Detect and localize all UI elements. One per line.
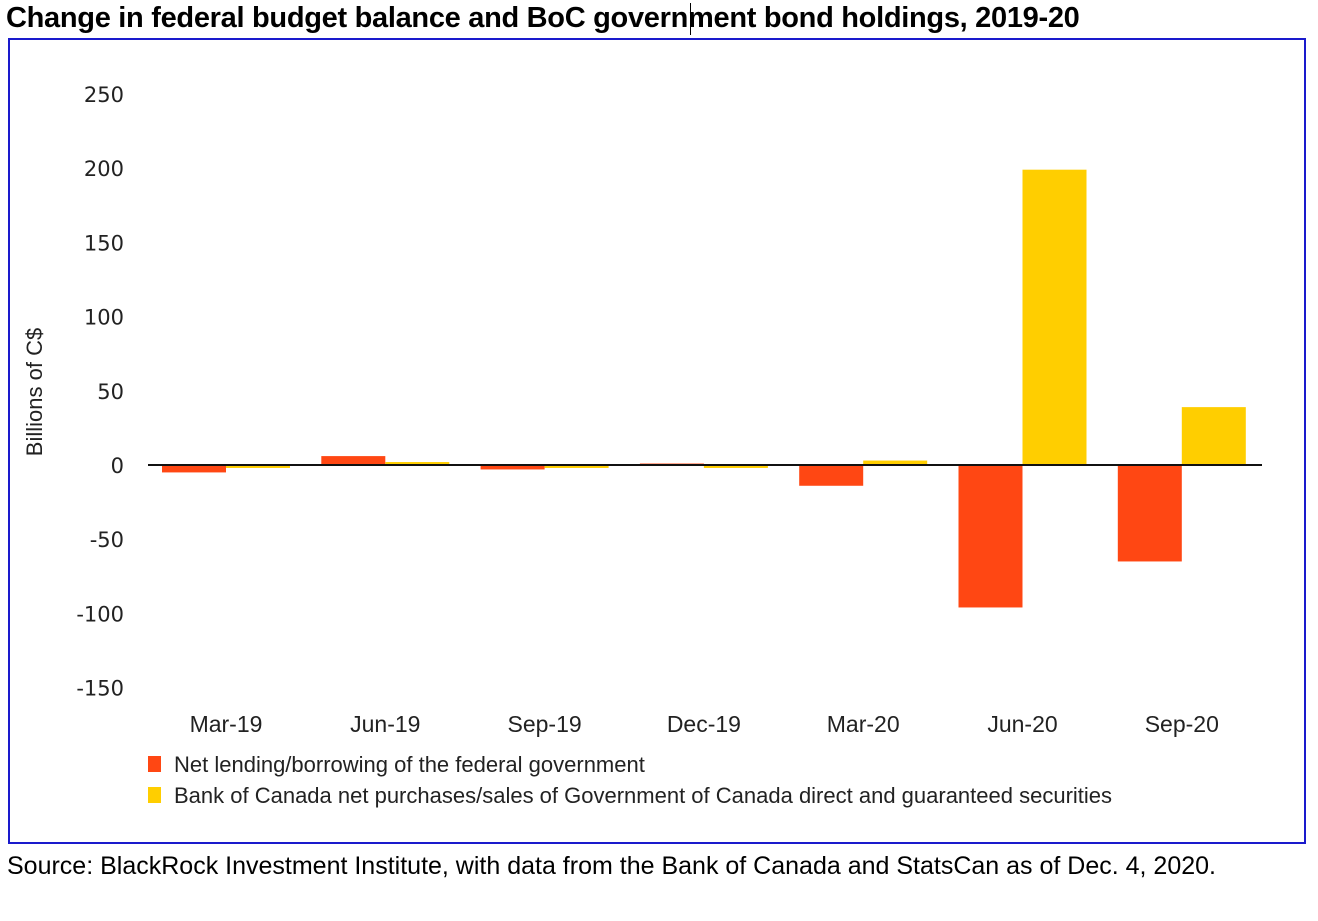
y-tick-label: -100 xyxy=(76,602,124,626)
x-tick-label: Sep-20 xyxy=(1145,711,1219,737)
y-tick-label: 250 xyxy=(84,83,124,107)
y-tick-label: 100 xyxy=(84,306,124,330)
bar-net-lending-mar-19 xyxy=(162,465,226,473)
y-tick-label: 50 xyxy=(97,380,124,404)
chart-frame xyxy=(8,38,1306,844)
bar-boc-purchases-jun-19 xyxy=(385,462,450,465)
legend-swatch xyxy=(148,787,161,803)
y-tick-label: 150 xyxy=(84,231,124,255)
bar-boc-purchases-sep-20 xyxy=(1181,407,1246,465)
x-tick-label: Sep-19 xyxy=(508,711,582,737)
bar-boc-purchases-sep-19 xyxy=(544,465,609,468)
x-tick-label: Jun-19 xyxy=(350,711,420,737)
legend-label: Net lending/borrowing of the federal gov… xyxy=(174,752,645,777)
bar-net-lending-sep-19 xyxy=(480,465,545,470)
y-tick-label: -150 xyxy=(76,677,124,701)
bar-boc-purchases-mar-19 xyxy=(226,465,290,468)
bar-net-lending-sep-20 xyxy=(1117,465,1182,562)
legend-swatch xyxy=(148,756,161,772)
text-cursor xyxy=(690,3,691,35)
source-note: Source: BlackRock Investment Institute, … xyxy=(7,852,1216,880)
chart-title: Change in federal budget balance and BoC… xyxy=(6,2,1080,34)
bar-net-lending-mar-20 xyxy=(799,465,864,486)
bar-net-lending-jun-19 xyxy=(321,456,386,465)
x-axis-ticks: Mar-19 Jun-19 Sep-19 Dec-19 Mar-20 Jun-20 Sep-… xyxy=(190,711,1219,737)
bar-boc-purchases-jun-20 xyxy=(1022,169,1087,465)
bar-net-lending-jun-20 xyxy=(958,465,1023,608)
x-tick-label: Dec-19 xyxy=(667,711,741,737)
y-tick-label: -50 xyxy=(90,528,124,552)
y-tick-label: 200 xyxy=(84,157,124,181)
y-tick-label: 0 xyxy=(111,454,124,478)
y-axis-ticks: 250 200 150 100 50 0 -50 -100 -150 xyxy=(76,83,124,701)
x-tick-label: Mar-19 xyxy=(190,711,263,737)
legend: Net lending/borrowing of the federal gov… xyxy=(148,752,1112,808)
bars xyxy=(162,169,1246,608)
bar-boc-purchases-mar-20 xyxy=(863,460,928,465)
bar-boc-purchases-dec-19 xyxy=(703,465,768,468)
x-tick-label: Jun-20 xyxy=(987,711,1057,737)
x-tick-label: Mar-20 xyxy=(827,711,900,737)
y-axis-label: Billions of C$ xyxy=(22,328,47,456)
legend-label: Bank of Canada net purchases/sales of Go… xyxy=(174,783,1112,808)
